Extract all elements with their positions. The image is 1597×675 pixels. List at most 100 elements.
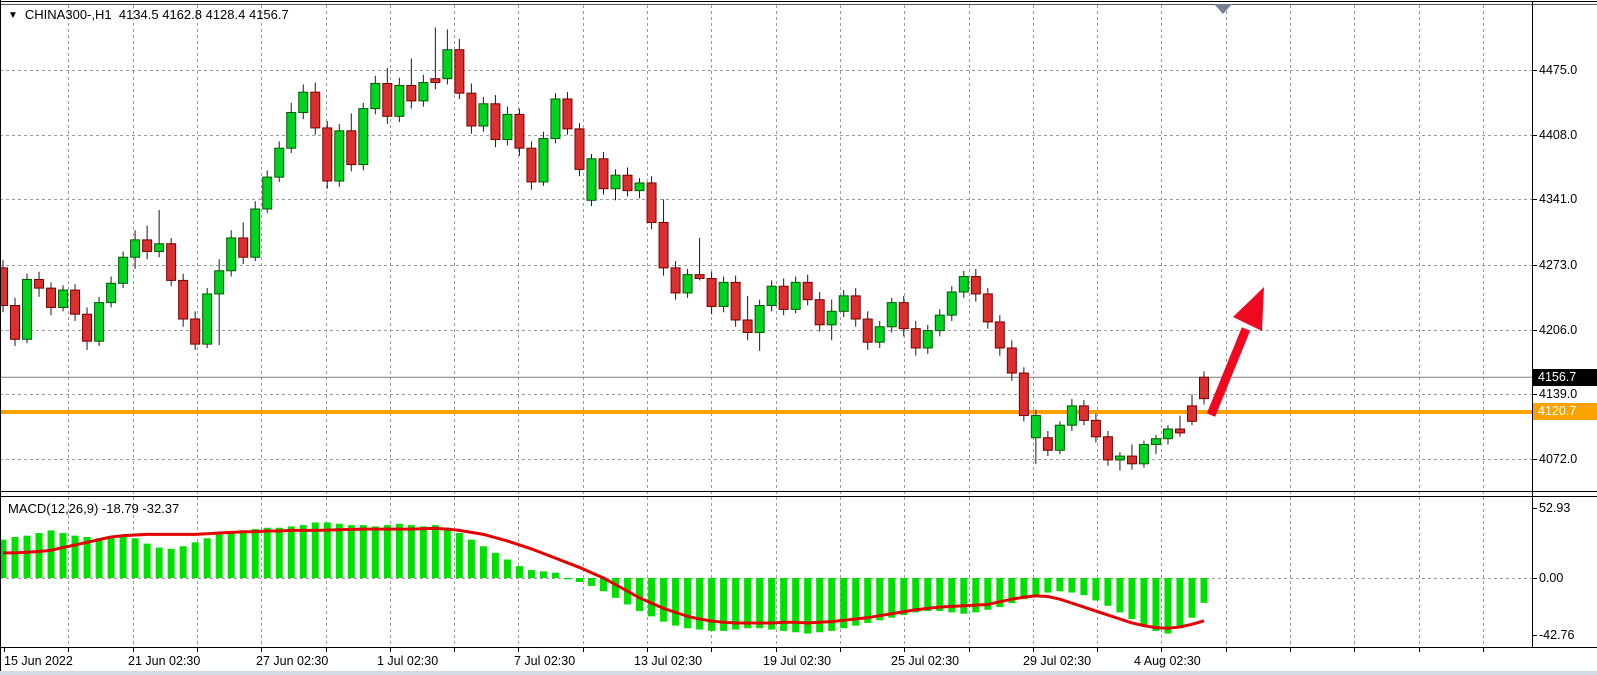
macd-bar — [263, 527, 271, 578]
macd-bar — [47, 530, 55, 578]
candle-body — [910, 328, 921, 349]
candle-body — [70, 289, 81, 315]
time-axis-label: 29 Jul 02:30 — [1023, 654, 1092, 668]
candle-body — [1114, 455, 1125, 461]
candle-body — [454, 49, 465, 94]
candle-body — [718, 281, 729, 307]
macd-bar — [984, 578, 992, 610]
candle-body — [322, 127, 333, 182]
candle-body — [382, 83, 393, 117]
candle-body — [514, 113, 525, 149]
bar-shift-marker-icon[interactable] — [1214, 4, 1232, 14]
macd-bar — [816, 578, 824, 633]
symbol-period-label: CHINA300-,H1 — [24, 7, 112, 22]
candle-body — [670, 267, 681, 294]
candle-body — [10, 305, 21, 340]
candle-body — [922, 330, 933, 349]
macd-bar — [1152, 578, 1160, 631]
macd-axis-label: 0.00 — [1539, 571, 1564, 585]
macd-bar — [95, 538, 103, 578]
candle-body — [0, 267, 8, 307]
macd-bar — [996, 578, 1004, 608]
macd-bar — [1008, 578, 1016, 604]
macd-bar — [227, 531, 235, 578]
candle-body — [1090, 419, 1101, 438]
candle-body — [1102, 436, 1113, 461]
macd-bar — [239, 530, 247, 578]
candle-body — [790, 281, 801, 310]
ohlc-readout: 4134.5 4162.8 4128.4 4156.7 — [118, 7, 289, 22]
candle-body — [466, 92, 477, 127]
candle-body — [310, 91, 321, 129]
candle-body — [646, 182, 657, 224]
macd-histogram — [0, 522, 1208, 634]
macd-bar — [708, 578, 716, 631]
price-axis-label: 4341.0 — [1539, 192, 1578, 207]
candle-body — [166, 243, 177, 281]
candle-body — [298, 91, 309, 113]
candle-body — [118, 256, 129, 284]
candle-body — [970, 276, 981, 295]
orange-level-price-box: 4120.7 — [1533, 403, 1597, 421]
macd-bar — [311, 522, 319, 578]
candle-body — [178, 279, 189, 320]
price-axis-label: 4408.0 — [1539, 127, 1578, 142]
arrow-head — [1233, 287, 1264, 331]
candle-body — [214, 270, 225, 295]
macd-bar — [600, 578, 607, 592]
price-axis-label: 4206.0 — [1539, 322, 1578, 337]
candle-body — [1042, 437, 1053, 451]
macd-bar — [23, 535, 31, 578]
macd-bar — [119, 535, 127, 578]
macd-bar — [0, 539, 7, 578]
candle-body — [946, 291, 957, 316]
time-axis-label: 25 Jul 02:30 — [891, 654, 960, 668]
macd-bar — [828, 578, 836, 631]
candle-body — [766, 285, 777, 307]
macd-bar — [515, 566, 523, 578]
price-axis-label: 4475.0 — [1539, 63, 1578, 77]
arrow-shaft — [1206, 327, 1251, 417]
candle-body — [706, 277, 717, 307]
trend-arrow-annotation[interactable] — [1206, 287, 1264, 417]
macd-bar — [1128, 578, 1136, 619]
price-axis-label: 4139.0 — [1539, 387, 1578, 402]
macd-bar — [1092, 578, 1100, 601]
candle-body — [622, 174, 633, 192]
macd-bar — [587, 578, 595, 586]
macd-bar — [431, 525, 439, 578]
macd-bar — [792, 578, 800, 633]
macd-bar — [924, 578, 932, 612]
candle-body — [1018, 372, 1029, 417]
macd-bar — [299, 525, 307, 578]
macd-bar — [563, 578, 571, 580]
macd-bar — [275, 527, 283, 578]
candle-body — [574, 128, 585, 170]
candle-body — [358, 108, 369, 166]
candle-body — [58, 289, 69, 308]
macd-bar — [455, 533, 463, 578]
symbol-dropdown-triangle-icon[interactable]: ▼ — [8, 10, 18, 21]
candle-body — [934, 314, 945, 332]
macd-bar — [1140, 578, 1148, 626]
candle-body — [394, 84, 405, 117]
candle-body — [730, 281, 741, 321]
candle-body — [226, 237, 237, 272]
candle-body — [982, 293, 993, 323]
candle-body — [22, 278, 33, 340]
grid-lines — [0, 5, 1532, 647]
macd-bar — [539, 571, 547, 578]
macd-bar — [1176, 578, 1184, 629]
time-axis-label: 13 Jul 02:30 — [634, 654, 703, 668]
time-axis-label: 27 Jun 02:30 — [256, 654, 329, 668]
candle-body — [1006, 347, 1017, 374]
macd-bar — [864, 578, 872, 623]
time-axis-label: 21 Jun 02:30 — [128, 654, 201, 668]
macd-bar — [648, 578, 656, 617]
macd-bar — [720, 578, 728, 631]
macd-bar — [503, 559, 511, 578]
candle-body — [106, 282, 117, 304]
candle-body — [634, 182, 645, 192]
